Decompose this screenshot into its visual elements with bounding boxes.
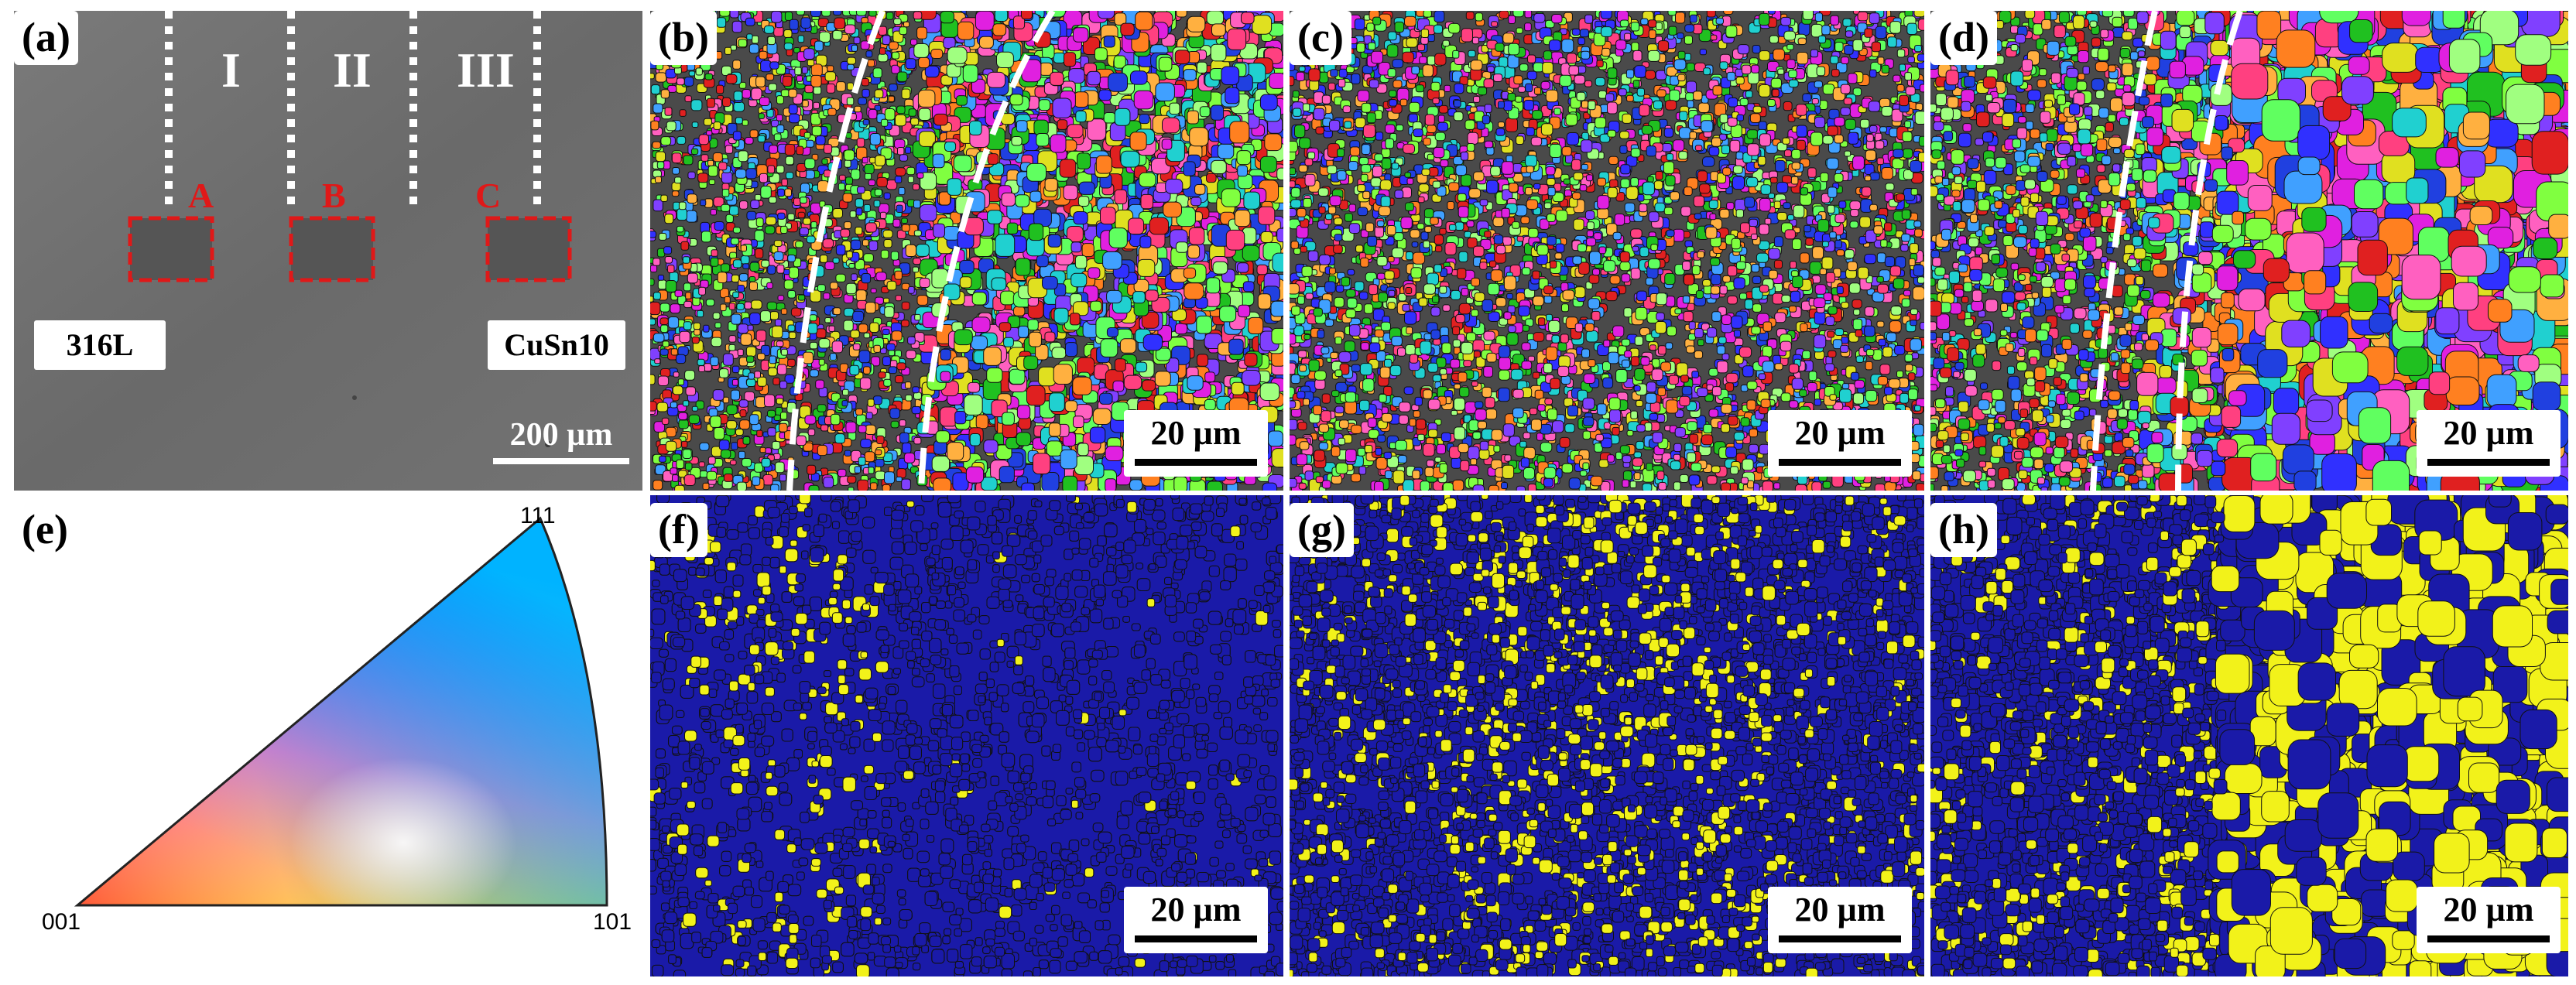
ipf-color-triangle	[74, 516, 608, 907]
scale-bar-f-text: 20 µm	[1124, 890, 1268, 929]
ipf-pole-111: 111	[520, 503, 556, 529]
panel-g-phase-map: (g) 20 µm	[1290, 495, 1924, 976]
scale-bar-h: 20 µm	[2417, 887, 2561, 953]
panel-b-image	[650, 11, 1283, 491]
scale-bar-h-text: 20 µm	[2417, 890, 2561, 929]
material-label-316l: 316L	[34, 320, 166, 370]
scale-bar-g-text: 20 µm	[1768, 890, 1912, 929]
panel-label-f: (f)	[650, 503, 707, 557]
region-label-b: B	[322, 175, 346, 216]
region-label-a: A	[188, 175, 214, 216]
scale-bar-a-text: 200 µm	[489, 416, 633, 453]
ipf-pole-101: 101	[593, 909, 632, 935]
scale-bar-c-text: 20 µm	[1768, 413, 1912, 453]
region-label-c: C	[475, 175, 501, 216]
panel-f-phase-map: (f) 20 µm	[650, 495, 1283, 976]
panel-label-d: (d)	[1930, 11, 1997, 65]
scale-bar-a: 200 µm	[489, 416, 633, 464]
ipf-pole-001: 001	[42, 909, 80, 935]
panel-a-image	[14, 11, 642, 491]
panel-g-image	[1290, 495, 1924, 976]
material-label-cusn10: CuSn10	[488, 320, 625, 370]
panel-label-h: (h)	[1930, 503, 1997, 557]
panel-label-e: (e)	[14, 503, 76, 557]
scale-bar-c: 20 µm	[1768, 410, 1912, 477]
scale-bar-b-text: 20 µm	[1124, 413, 1268, 453]
panel-label-b: (b)	[650, 11, 717, 65]
panel-c-ipf-map: (c) 20 µm	[1290, 11, 1924, 491]
zone-label-2: II	[333, 42, 372, 99]
panel-label-c: (c)	[1290, 11, 1351, 65]
region-box-a	[128, 216, 214, 282]
panel-h-phase-map: (h) 20 µm	[1930, 495, 2568, 976]
region-box-b	[289, 216, 375, 282]
panel-label-g: (g)	[1290, 503, 1354, 557]
panel-h-image	[1930, 495, 2568, 976]
panel-e-ipf-legend: (e) 001 101 111	[14, 503, 642, 975]
scale-bar-g: 20 µm	[1768, 887, 1912, 953]
panel-d-ipf-map: (d) 20 µm	[1930, 11, 2568, 491]
panel-a-optical-micrograph: (a) I II III A B C 316L CuSn10 200 µm	[14, 11, 642, 491]
scale-bar-f: 20 µm	[1124, 887, 1268, 953]
panel-d-image	[1930, 11, 2568, 491]
panel-label-a: (a)	[14, 11, 78, 65]
region-box-c	[485, 216, 572, 282]
scale-bar-b: 20 µm	[1124, 410, 1268, 477]
panel-b-ipf-map: (b) 20 µm	[650, 11, 1283, 491]
zone-label-1: I	[221, 42, 241, 99]
scale-bar-d-text: 20 µm	[2417, 413, 2561, 453]
scale-bar-d: 20 µm	[2417, 410, 2561, 477]
zone-label-3: III	[457, 42, 515, 99]
